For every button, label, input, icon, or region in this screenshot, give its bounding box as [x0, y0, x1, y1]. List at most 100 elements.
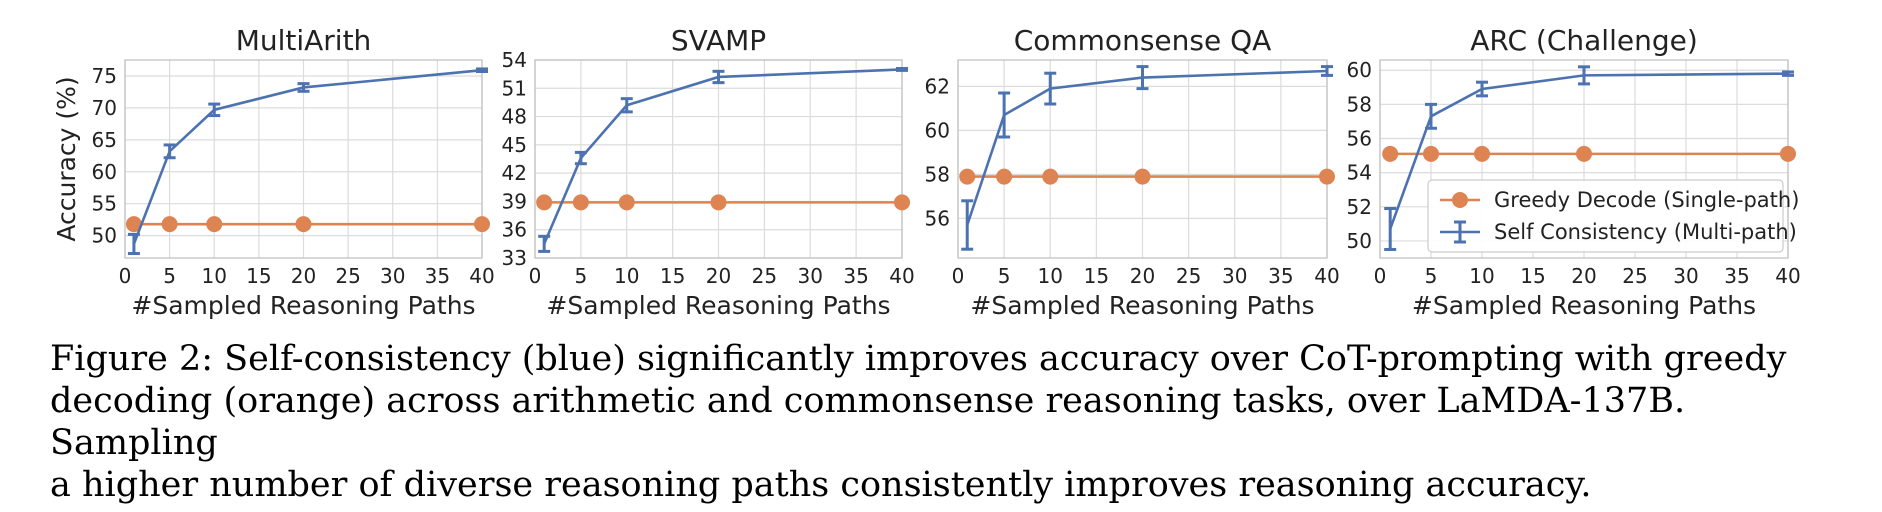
data-point-greedy [959, 168, 976, 185]
error-bar-self-consistency [538, 234, 551, 253]
data-point-greedy [1576, 145, 1592, 162]
x-tick-label: 5 [998, 264, 1011, 288]
y-tick-label: 60 [1347, 58, 1372, 82]
error-bar-self-consistency [163, 143, 176, 160]
error-bar-self-consistency [998, 91, 1011, 139]
x-tick-label: 25 [1622, 264, 1647, 288]
x-tick-label: 0 [529, 264, 542, 288]
data-point-greedy [161, 216, 178, 233]
x-tick-label: 30 [1673, 264, 1698, 288]
error-bar-self-consistency [1136, 65, 1149, 91]
plot-frame [124, 59, 483, 259]
x-tick-label: 30 [798, 264, 823, 288]
x-tick-label: 0 [952, 264, 965, 288]
x-tick-label: 35 [1268, 264, 1293, 288]
data-point-greedy [996, 168, 1013, 185]
chart-title: SVAMP [671, 24, 766, 57]
x-tick-label: 0 [1374, 264, 1387, 288]
data-point-greedy [536, 194, 553, 211]
error-bar-self-consistency [1425, 102, 1437, 130]
x-tick-label: 25 [752, 264, 777, 288]
figure-caption: Figure 2: Self-consistency (blue) signif… [50, 339, 1787, 505]
y-tick-label: 45 [502, 133, 527, 157]
x-tick-label: 5 [163, 264, 176, 288]
x-tick-label: 10 [614, 264, 639, 288]
error-bar-self-consistency [297, 82, 310, 93]
chart-panel-4: 0 5 10 15 20 25 30 35 40 50 52 54 56 58 60 ARC (Challen… [1347, 24, 1801, 320]
x-tick-label: 5 [575, 264, 588, 288]
data-point-greedy [1780, 145, 1796, 162]
x-tick-label: 0 [119, 264, 132, 288]
legend-box [1427, 179, 1784, 253]
y-tick-label: 60 [925, 118, 950, 142]
data-point-greedy [1042, 168, 1059, 185]
error-bar-self-consistency [1476, 80, 1488, 98]
data-point-greedy [295, 216, 312, 233]
legend-swatch-greedy-marker [1452, 192, 1468, 208]
y-tick-label: 51 [502, 76, 527, 100]
x-tick-label: 5 [1425, 264, 1438, 288]
y-tick-label: 65 [92, 128, 117, 152]
data-point-greedy [572, 194, 589, 211]
x-tick-label: 10 [202, 264, 227, 288]
plot-frame [957, 59, 1328, 259]
x-tick-label: 25 [335, 264, 360, 288]
data-point-greedy [474, 216, 490, 233]
data-point-greedy [710, 194, 727, 211]
y-tick-label: 56 [925, 206, 950, 230]
y-tick-label: 60 [92, 160, 117, 184]
x-tick-label: 40 [889, 264, 914, 288]
x-axis-label: #Sampled Reasoning Paths [1412, 291, 1756, 320]
y-tick-label: 48 [502, 105, 527, 129]
error-bar-self-consistency [620, 97, 633, 114]
x-tick-label: 15 [660, 264, 685, 288]
x-tick-label: 20 [1130, 264, 1155, 288]
y-tick-label: 58 [1347, 92, 1372, 116]
error-bar-self-consistency [896, 66, 908, 72]
x-axis-label: #Sampled Reasoning Paths [970, 291, 1314, 320]
x-tick-label: 35 [425, 264, 450, 288]
y-tick-label: 50 [1347, 229, 1372, 253]
x-tick-label: 10 [1469, 264, 1494, 288]
y-tick-label: 54 [1347, 161, 1372, 185]
error-bar-self-consistency [476, 67, 488, 73]
y-tick-label: 55 [92, 192, 117, 216]
x-tick-label: 40 [1775, 264, 1800, 288]
error-bar-self-consistency [712, 69, 725, 85]
error-bar-self-consistency [1044, 71, 1057, 106]
chart-title: MultiArith [236, 24, 372, 57]
y-tick-label: 33 [502, 246, 527, 270]
y-tick-label: 39 [502, 189, 527, 213]
chart-panel-2: 0 5 10 15 20 25 30 35 40 33 36 39 42 45 48 51 54 SVAMP #Sa… [502, 24, 915, 320]
charts-area: 0 5 10 15 20 25 30 35 40505560657075MultiArith#S… [52, 24, 1801, 320]
x-tick-label: 30 [1222, 264, 1247, 288]
legend: Greedy Decode (Single-path) Self Consiste… [1427, 179, 1799, 253]
x-axis-label: #Sampled Reasoning Paths [546, 291, 890, 320]
data-point-greedy [1474, 145, 1490, 162]
error-bar-self-consistency [1782, 70, 1794, 77]
x-tick-label: 15 [246, 264, 271, 288]
data-point-greedy [1423, 145, 1439, 162]
x-tick-label: 40 [469, 264, 494, 288]
legend-label-greedy: Greedy Decode (Single-path) [1494, 188, 1799, 212]
y-tick-label: 54 [502, 48, 527, 72]
x-tick-label: 25 [1176, 264, 1201, 288]
y-tick-label: 75 [92, 64, 117, 88]
error-bar-self-consistency [127, 232, 140, 256]
x-tick-label: 35 [1724, 264, 1749, 288]
x-tick-label: 30 [380, 264, 405, 288]
x-tick-label: 20 [706, 264, 731, 288]
y-tick-label: 36 [502, 218, 527, 242]
y-tick-label: 42 [502, 161, 527, 185]
error-bar-self-consistency [574, 150, 587, 166]
data-point-greedy [1319, 168, 1335, 185]
error-bar-self-consistency [1384, 207, 1397, 251]
data-point-greedy [206, 216, 223, 233]
x-tick-label: 10 [1038, 264, 1063, 288]
y-tick-label: 50 [92, 224, 117, 248]
y-tick-label: 58 [925, 162, 950, 186]
data-point-greedy [125, 216, 142, 233]
x-tick-label: 20 [1571, 264, 1596, 288]
plot-frame [534, 59, 903, 259]
x-axis-label: #Sampled Reasoning Paths [131, 291, 475, 320]
